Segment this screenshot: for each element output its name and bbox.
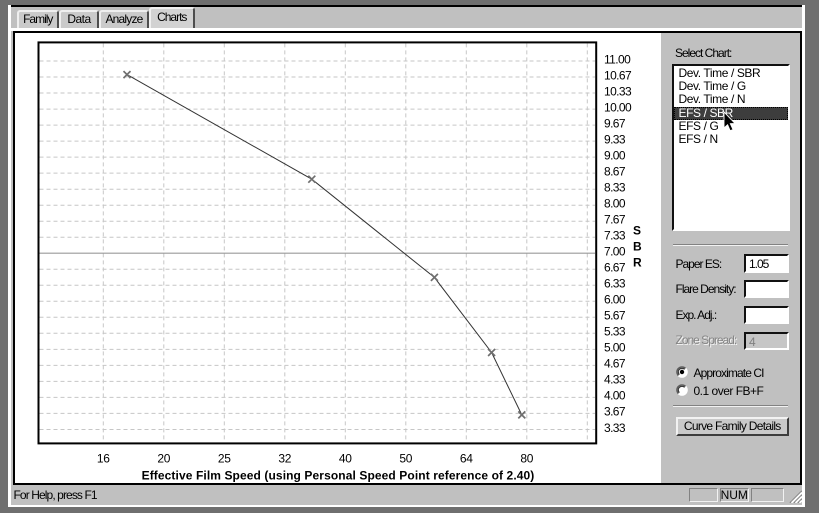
svg-text:5.33: 5.33 — [604, 325, 626, 339]
svg-text:80: 80 — [520, 452, 533, 466]
svg-text:11.00: 11.00 — [604, 52, 631, 66]
svg-text:5.67: 5.67 — [604, 309, 626, 323]
svg-text:9.00: 9.00 — [604, 148, 626, 162]
svg-text:3.33: 3.33 — [604, 421, 626, 435]
svg-text:64: 64 — [460, 452, 473, 466]
svg-text:10.33: 10.33 — [604, 84, 632, 98]
svg-text:B: B — [633, 240, 642, 254]
svg-text:16: 16 — [97, 452, 110, 466]
svg-text:7.00: 7.00 — [604, 245, 626, 259]
svg-text:8.67: 8.67 — [604, 164, 626, 178]
svg-text:4.33: 4.33 — [604, 373, 626, 387]
svg-text:9.67: 9.67 — [604, 116, 626, 130]
svg-text:7.33: 7.33 — [604, 229, 626, 243]
svg-text:R: R — [633, 256, 642, 270]
svg-text:9.33: 9.33 — [604, 132, 626, 146]
svg-text:7.67: 7.67 — [604, 213, 626, 227]
svg-text:20: 20 — [157, 452, 170, 466]
svg-text:S: S — [633, 224, 641, 238]
svg-text:6.67: 6.67 — [604, 261, 626, 275]
svg-text:5.00: 5.00 — [604, 341, 626, 355]
svg-text:4.00: 4.00 — [604, 389, 626, 403]
svg-text:8.00: 8.00 — [604, 197, 626, 211]
svg-text:3.67: 3.67 — [604, 405, 626, 419]
svg-text:10.00: 10.00 — [604, 100, 632, 114]
svg-text:6.33: 6.33 — [604, 277, 626, 291]
svg-text:32: 32 — [278, 452, 291, 466]
svg-text:6.00: 6.00 — [604, 293, 626, 307]
svg-text:25: 25 — [218, 452, 231, 466]
svg-text:40: 40 — [339, 452, 352, 466]
svg-text:10.67: 10.67 — [604, 68, 632, 82]
svg-text:8.33: 8.33 — [604, 181, 626, 195]
svg-text:4.67: 4.67 — [604, 357, 626, 371]
svg-text:Effective Film Speed (using Pe: Effective Film Speed (using Personal Spe… — [142, 469, 535, 483]
svg-text:50: 50 — [399, 452, 412, 466]
